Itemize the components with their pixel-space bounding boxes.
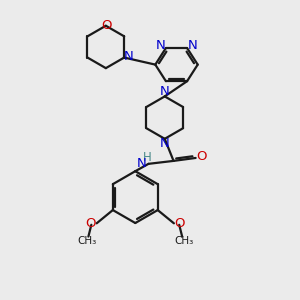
Text: CH₃: CH₃ <box>174 236 193 246</box>
Text: N: N <box>160 85 169 98</box>
Text: N: N <box>156 39 166 52</box>
Text: O: O <box>175 217 185 230</box>
Text: H: H <box>143 151 152 164</box>
Text: O: O <box>196 150 207 163</box>
Text: N: N <box>124 50 134 63</box>
Text: N: N <box>188 39 197 52</box>
Text: N: N <box>137 157 147 170</box>
Text: O: O <box>85 217 96 230</box>
Text: CH₃: CH₃ <box>77 236 97 246</box>
Text: O: O <box>101 19 111 32</box>
Text: N: N <box>160 137 169 150</box>
